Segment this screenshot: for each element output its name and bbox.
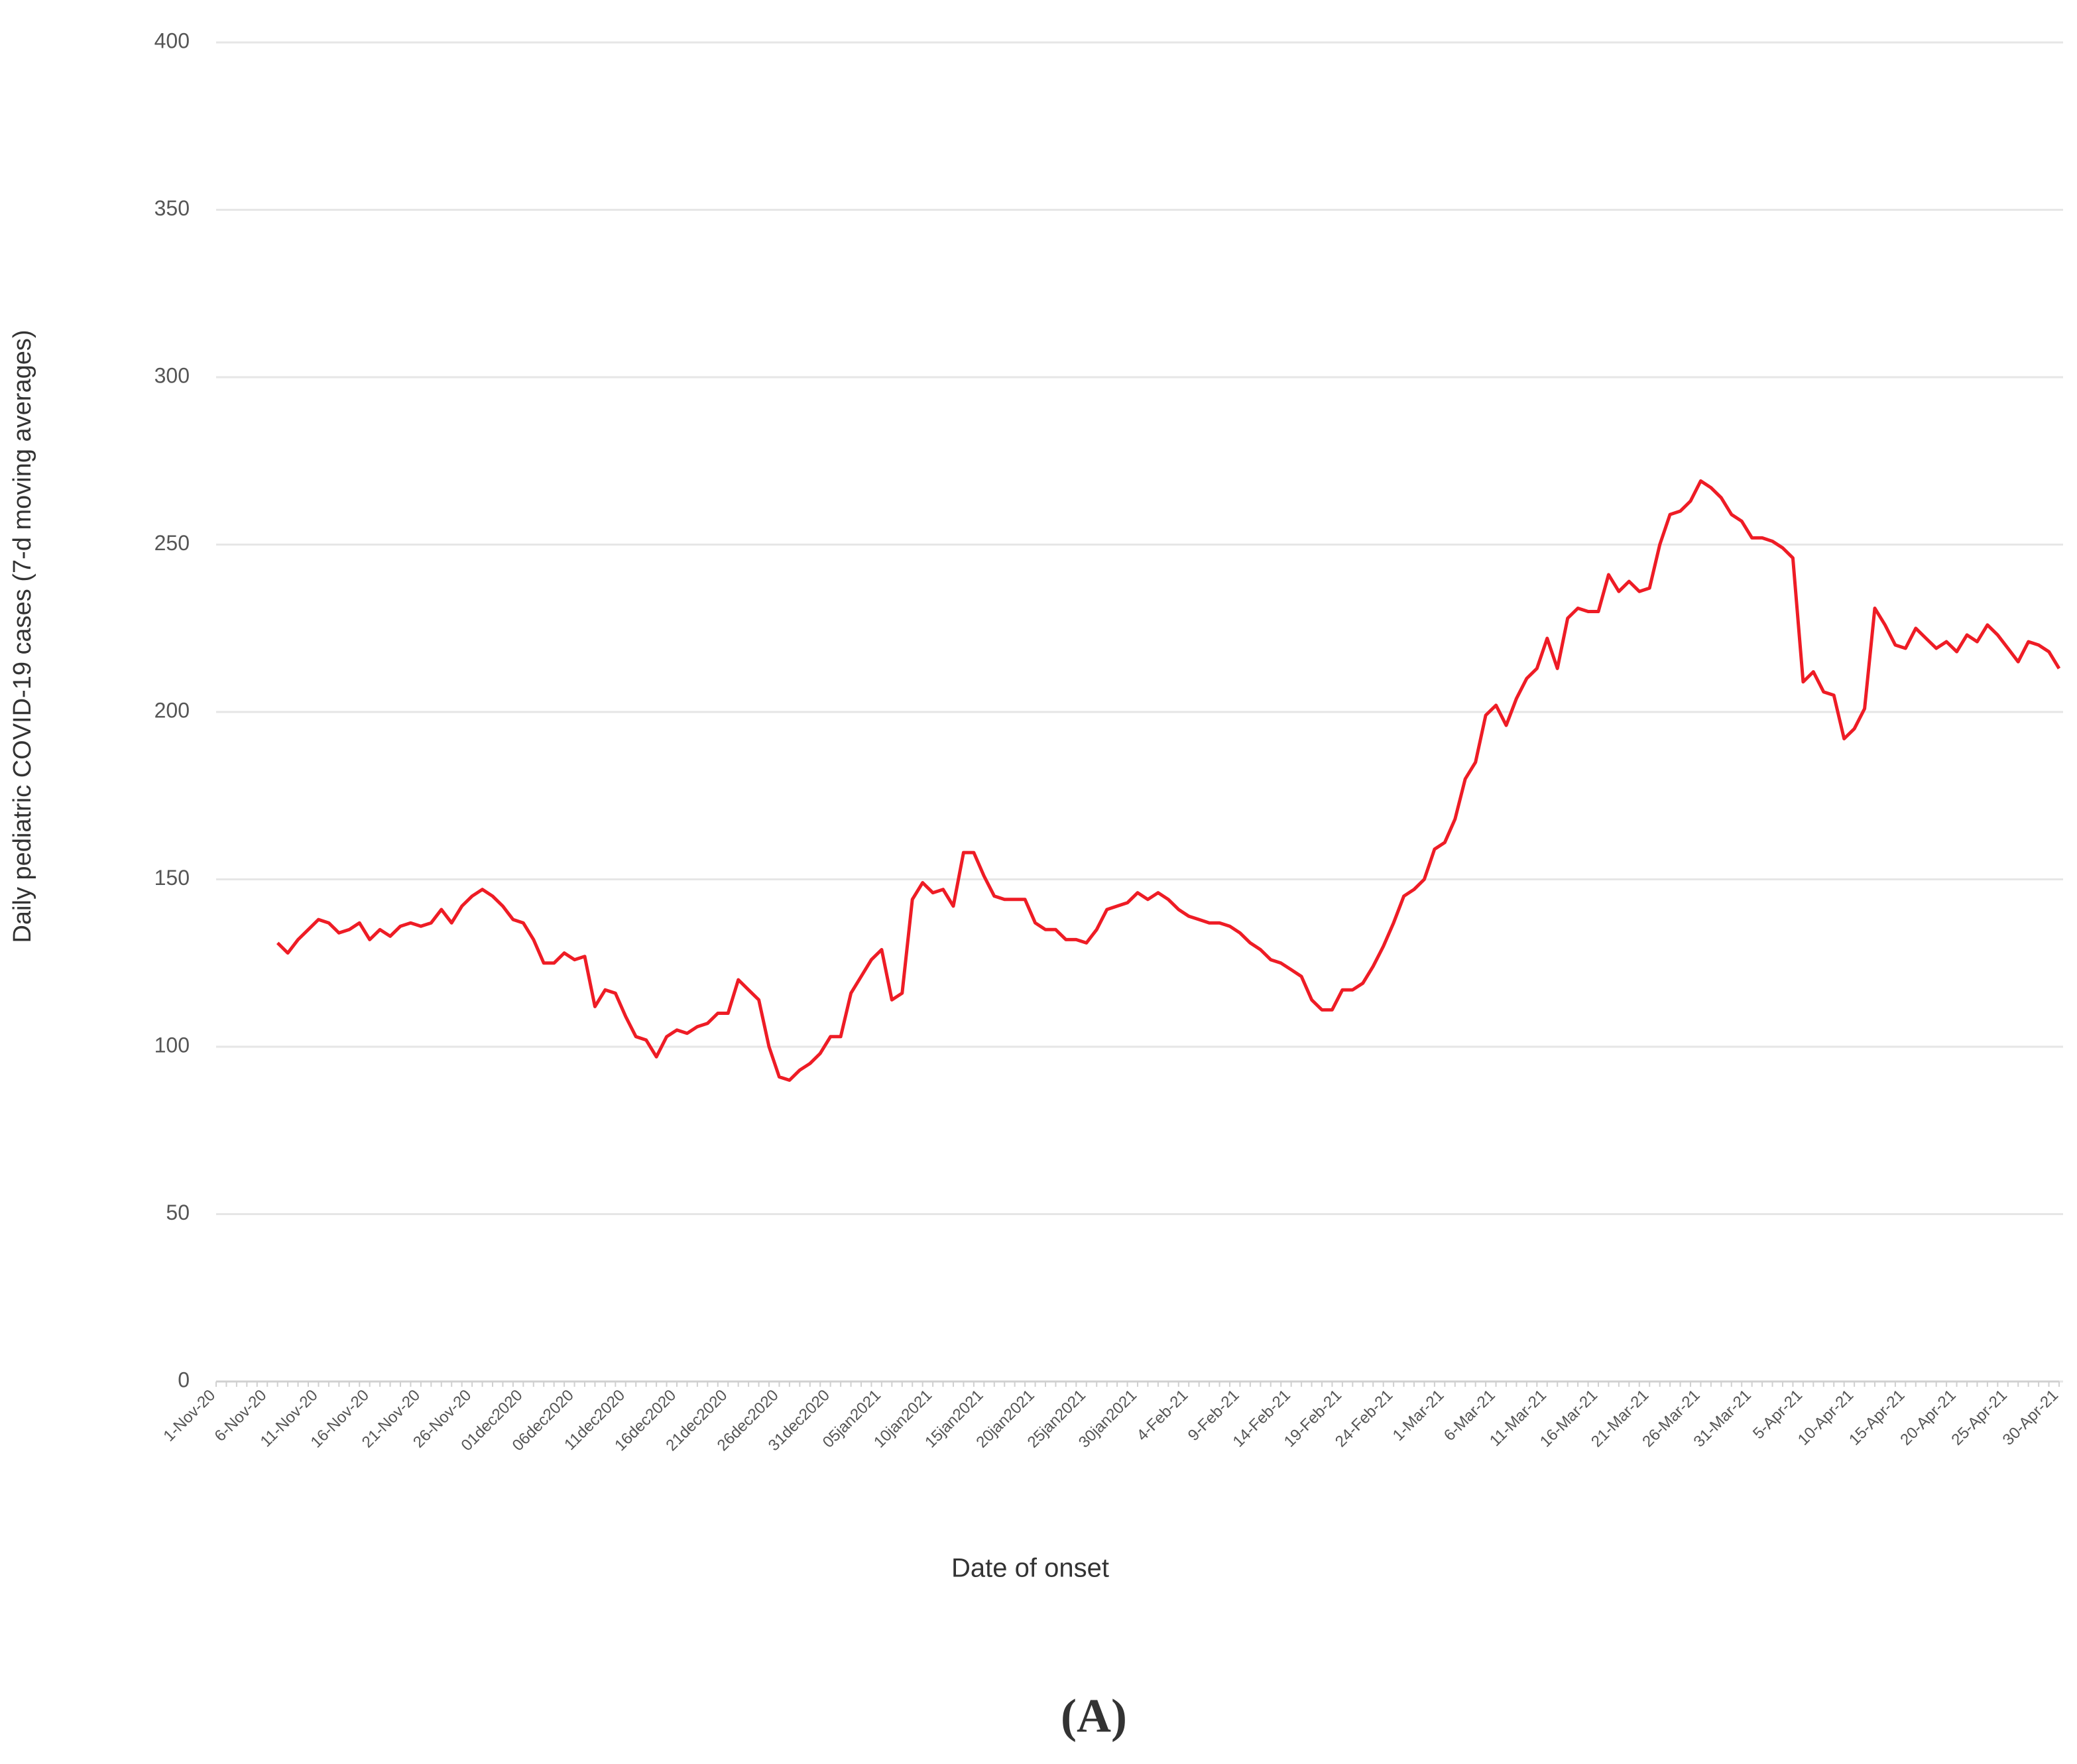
x-tick-label: 1-Mar-21 [1390, 1386, 1448, 1444]
x-tick-label: 1-Nov-20 [160, 1386, 219, 1445]
y-tick-label: 350 [154, 196, 190, 220]
x-tick-label: 20-Apr-21 [1897, 1386, 1960, 1449]
y-tick-label: 200 [154, 698, 190, 722]
data-line [276, 479, 2061, 1082]
x-axis-title: Date of onset [951, 1554, 1109, 1583]
x-tick-label: 4-Feb-21 [1134, 1386, 1192, 1444]
x-tick-label: 30-Apr-21 [1999, 1386, 2062, 1449]
y-tick-label: 300 [154, 363, 190, 387]
y-tick-label: 150 [154, 866, 190, 890]
caption: (A) [1061, 1690, 1127, 1743]
x-tick-label: 15-Apr-21 [1846, 1386, 1909, 1449]
x-tick-label: 10-Apr-21 [1795, 1386, 1858, 1449]
y-axis-title: Daily pediatric COVID-19 cases (7-d movi… [9, 329, 36, 943]
y-tick-label: 250 [154, 531, 190, 555]
y-tick-label: 0 [178, 1368, 190, 1391]
y-tick-label: 100 [154, 1033, 190, 1057]
y-tick-label: 50 [166, 1201, 190, 1224]
y-tick-label: 400 [154, 29, 190, 52]
x-tick-label: 25-Apr-21 [1948, 1386, 2011, 1449]
